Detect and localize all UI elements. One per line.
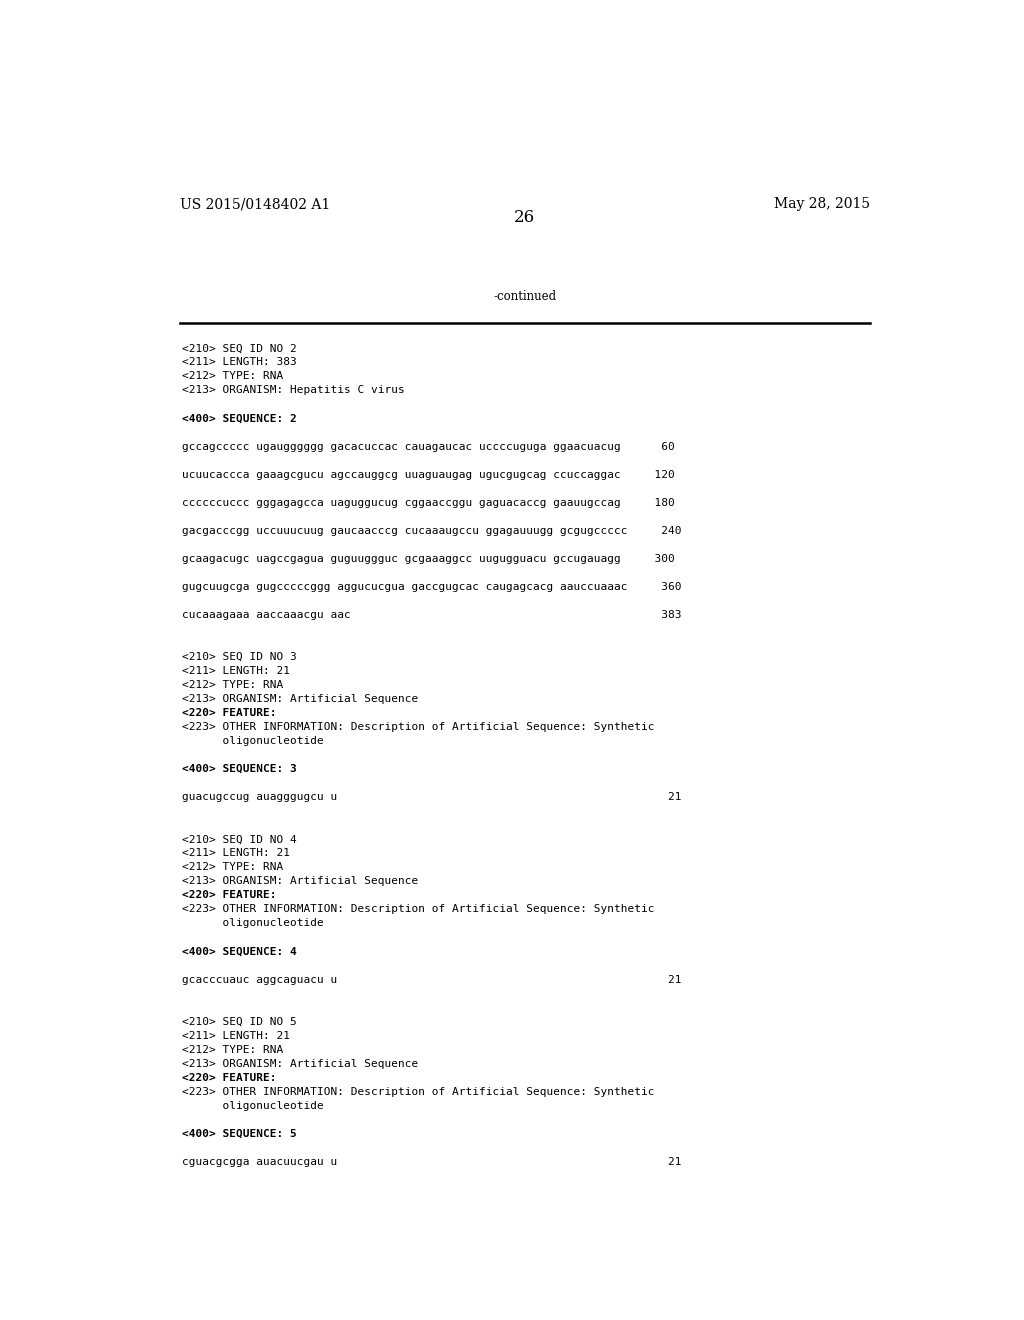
Text: <213> ORGANISM: Hepatitis C virus: <213> ORGANISM: Hepatitis C virus — [182, 385, 404, 396]
Text: gcaagacugc uagccgagua guguuggguc gcgaaaggcc uugugguacu gccugauagg     300: gcaagacugc uagccgagua guguuggguc gcgaaag… — [182, 554, 675, 564]
Text: gcacccuauc aggcaguacu u                                                 21: gcacccuauc aggcaguacu u 21 — [182, 974, 681, 985]
Text: <220> FEATURE:: <220> FEATURE: — [182, 891, 276, 900]
Text: oligonucleotide: oligonucleotide — [182, 1101, 324, 1111]
Text: cguacgcgga auacuucgau u                                                 21: cguacgcgga auacuucgau u 21 — [182, 1156, 681, 1167]
Text: <213> ORGANISM: Artificial Sequence: <213> ORGANISM: Artificial Sequence — [182, 876, 418, 887]
Text: <223> OTHER INFORMATION: Description of Artificial Sequence: Synthetic: <223> OTHER INFORMATION: Description of … — [182, 904, 654, 915]
Text: -continued: -continued — [494, 289, 556, 302]
Text: gccagccccc ugaugggggg gacacuccac cauagaucac uccccuguga ggaacuacug      60: gccagccccc ugaugggggg gacacuccac cauagau… — [182, 442, 675, 451]
Text: <211> LENGTH: 21: <211> LENGTH: 21 — [182, 1031, 290, 1040]
Text: 26: 26 — [514, 210, 536, 226]
Text: US 2015/0148402 A1: US 2015/0148402 A1 — [179, 197, 330, 211]
Text: oligonucleotide: oligonucleotide — [182, 919, 324, 928]
Text: ucuucaccca gaaagcgucu agccauggcg uuaguaugag ugucgugcag ccuccaggac     120: ucuucaccca gaaagcgucu agccauggcg uuaguau… — [182, 470, 675, 479]
Text: <213> ORGANISM: Artificial Sequence: <213> ORGANISM: Artificial Sequence — [182, 694, 418, 704]
Text: <223> OTHER INFORMATION: Description of Artificial Sequence: Synthetic: <223> OTHER INFORMATION: Description of … — [182, 1086, 654, 1097]
Text: <212> TYPE: RNA: <212> TYPE: RNA — [182, 371, 284, 381]
Text: <210> SEQ ID NO 2: <210> SEQ ID NO 2 — [182, 343, 297, 354]
Text: <211> LENGTH: 383: <211> LENGTH: 383 — [182, 358, 297, 367]
Text: <223> OTHER INFORMATION: Description of Artificial Sequence: Synthetic: <223> OTHER INFORMATION: Description of … — [182, 722, 654, 733]
Text: <213> ORGANISM: Artificial Sequence: <213> ORGANISM: Artificial Sequence — [182, 1059, 418, 1069]
Text: oligonucleotide: oligonucleotide — [182, 737, 324, 746]
Text: <210> SEQ ID NO 4: <210> SEQ ID NO 4 — [182, 834, 297, 845]
Text: <212> TYPE: RNA: <212> TYPE: RNA — [182, 680, 284, 690]
Text: <400> SEQUENCE: 4: <400> SEQUENCE: 4 — [182, 946, 297, 957]
Text: ccccccuccc gggagagcca uaguggucug cggaaccggu gaguacaccg gaauugccag     180: ccccccuccc gggagagcca uaguggucug cggaacc… — [182, 498, 675, 508]
Text: <220> FEATURE:: <220> FEATURE: — [182, 1073, 276, 1082]
Text: <212> TYPE: RNA: <212> TYPE: RNA — [182, 1044, 284, 1055]
Text: guacugccug auagggugcu u                                                 21: guacugccug auagggugcu u 21 — [182, 792, 681, 803]
Text: <211> LENGTH: 21: <211> LENGTH: 21 — [182, 667, 290, 676]
Text: gugcuugcga gugcccccggg aggucucgua gaccgugcac caugagcacg aauccuaaac     360: gugcuugcga gugcccccggg aggucucgua gaccgu… — [182, 582, 681, 591]
Text: <210> SEQ ID NO 3: <210> SEQ ID NO 3 — [182, 652, 297, 661]
Text: <211> LENGTH: 21: <211> LENGTH: 21 — [182, 849, 290, 858]
Text: gacgacccgg uccuuucuug gaucaacccg cucaaaugccu ggagauuugg gcgugccccc     240: gacgacccgg uccuuucuug gaucaacccg cucaaau… — [182, 525, 681, 536]
Text: <210> SEQ ID NO 5: <210> SEQ ID NO 5 — [182, 1016, 297, 1027]
Text: <400> SEQUENCE: 5: <400> SEQUENCE: 5 — [182, 1129, 297, 1139]
Text: <212> TYPE: RNA: <212> TYPE: RNA — [182, 862, 284, 873]
Text: cucaaagaaa aaccaaacgu aac                                              383: cucaaagaaa aaccaaacgu aac 383 — [182, 610, 681, 620]
Text: <400> SEQUENCE: 2: <400> SEQUENCE: 2 — [182, 413, 297, 424]
Text: <400> SEQUENCE: 3: <400> SEQUENCE: 3 — [182, 764, 297, 774]
Text: <220> FEATURE:: <220> FEATURE: — [182, 708, 276, 718]
Text: May 28, 2015: May 28, 2015 — [774, 197, 870, 211]
